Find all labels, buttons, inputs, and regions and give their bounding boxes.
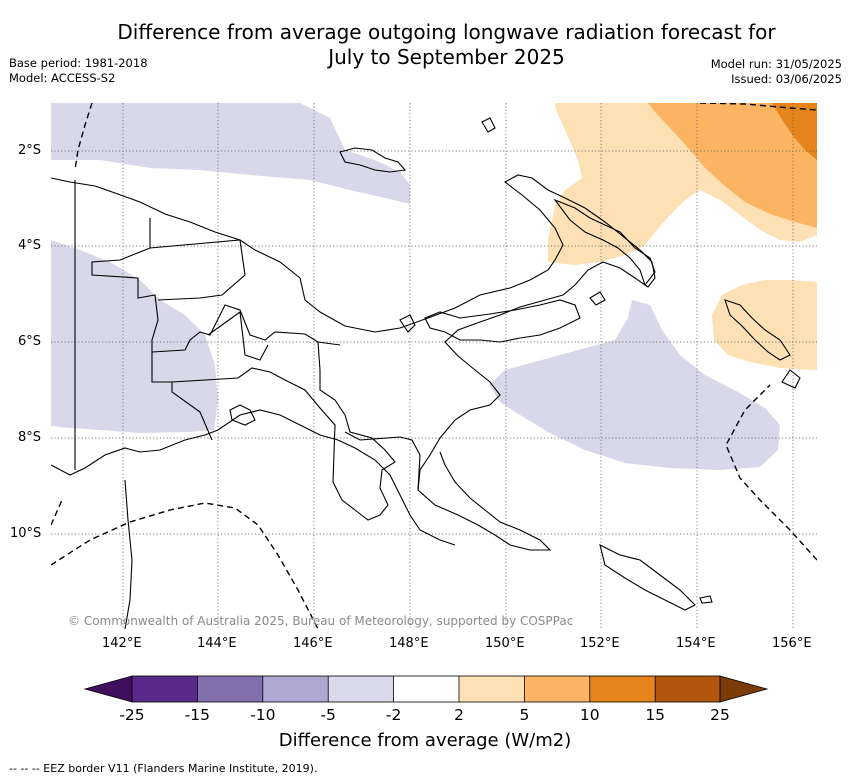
colorbar-label: -25: [119, 706, 145, 724]
map-body: [51, 103, 817, 629]
lon-label: 154°E: [676, 636, 716, 651]
title-line-2: July to September 2025: [328, 45, 565, 69]
colorbar: [83, 675, 769, 703]
pos-region-bougainville: [712, 280, 817, 370]
eez-borders: [51, 103, 817, 629]
lat-label: 4°S: [18, 238, 42, 253]
colorbar-label: -2: [385, 706, 402, 724]
title-line-1: Difference from average outgoing longwav…: [117, 20, 776, 44]
neg-region-west: [51, 240, 218, 433]
lat-label: 8°S: [18, 430, 42, 445]
colorbar-label: 10: [579, 706, 600, 724]
colorbar-bin: [132, 676, 198, 702]
colorbar-bin: [459, 676, 525, 702]
colorbar-label: 15: [645, 706, 666, 724]
meta-left: Base period: 1981-2018 Model: ACCESS-S2: [9, 56, 148, 86]
lon-label: 146°E: [293, 636, 333, 651]
colorbar-title: Difference from average (W/m2): [278, 730, 572, 751]
colorbar-bin: [393, 676, 459, 702]
colorbar-bin: [589, 676, 656, 702]
issued-date: Issued: 03/06/2025: [731, 72, 842, 86]
colorbar-bin: [655, 676, 720, 702]
lat-label: 10°S: [10, 526, 42, 541]
colorbar-bin: [262, 676, 329, 702]
colorbar-extend-high: [719, 675, 769, 703]
lon-label: 150°E: [485, 636, 525, 651]
colorbar-bin: [197, 676, 263, 702]
lat-label: 6°S: [18, 334, 42, 349]
copyright-notice: © Commonwealth of Australia 2025, Bureau…: [68, 614, 574, 628]
colorbar-label: 5: [519, 706, 530, 724]
neg-region-east: [489, 300, 780, 470]
model-name: Model: ACCESS-S2: [9, 71, 116, 85]
graticule: [51, 103, 817, 629]
colorbar-label: -10: [250, 706, 276, 724]
coastlines: [51, 117, 801, 629]
map-title: Difference from average outgoing longwav…: [0, 20, 850, 70]
lon-label: 152°E: [580, 636, 620, 651]
colorbar-label: -15: [184, 706, 211, 724]
lon-label: 142°E: [102, 636, 142, 651]
colorbar-bin: [524, 676, 590, 702]
colorbar-extend-low: [83, 675, 133, 703]
pos-region-ne-strong: [772, 103, 817, 160]
eez-footnote: -- -- -- EEZ border V11 (Flanders Marine…: [9, 762, 318, 775]
pos-region-ne-mid: [648, 103, 817, 228]
colorbar-label: 2: [454, 706, 464, 724]
neg-region-north: [51, 103, 410, 204]
lon-label: 148°E: [389, 636, 429, 651]
lon-label: 144°E: [197, 636, 237, 651]
lat-label: 2°S: [18, 143, 42, 158]
colorbar-label: -5: [320, 706, 336, 724]
colorbar-bin: [328, 676, 394, 702]
meta-right: Model run: 31/05/2025 Issued: 03/06/2025: [711, 57, 842, 87]
model-run: Model run: 31/05/2025: [710, 57, 842, 71]
lon-label: 156°E: [772, 636, 812, 651]
colorbar-label: 25: [710, 706, 730, 724]
base-period: Base period: 1981-2018: [9, 56, 148, 70]
